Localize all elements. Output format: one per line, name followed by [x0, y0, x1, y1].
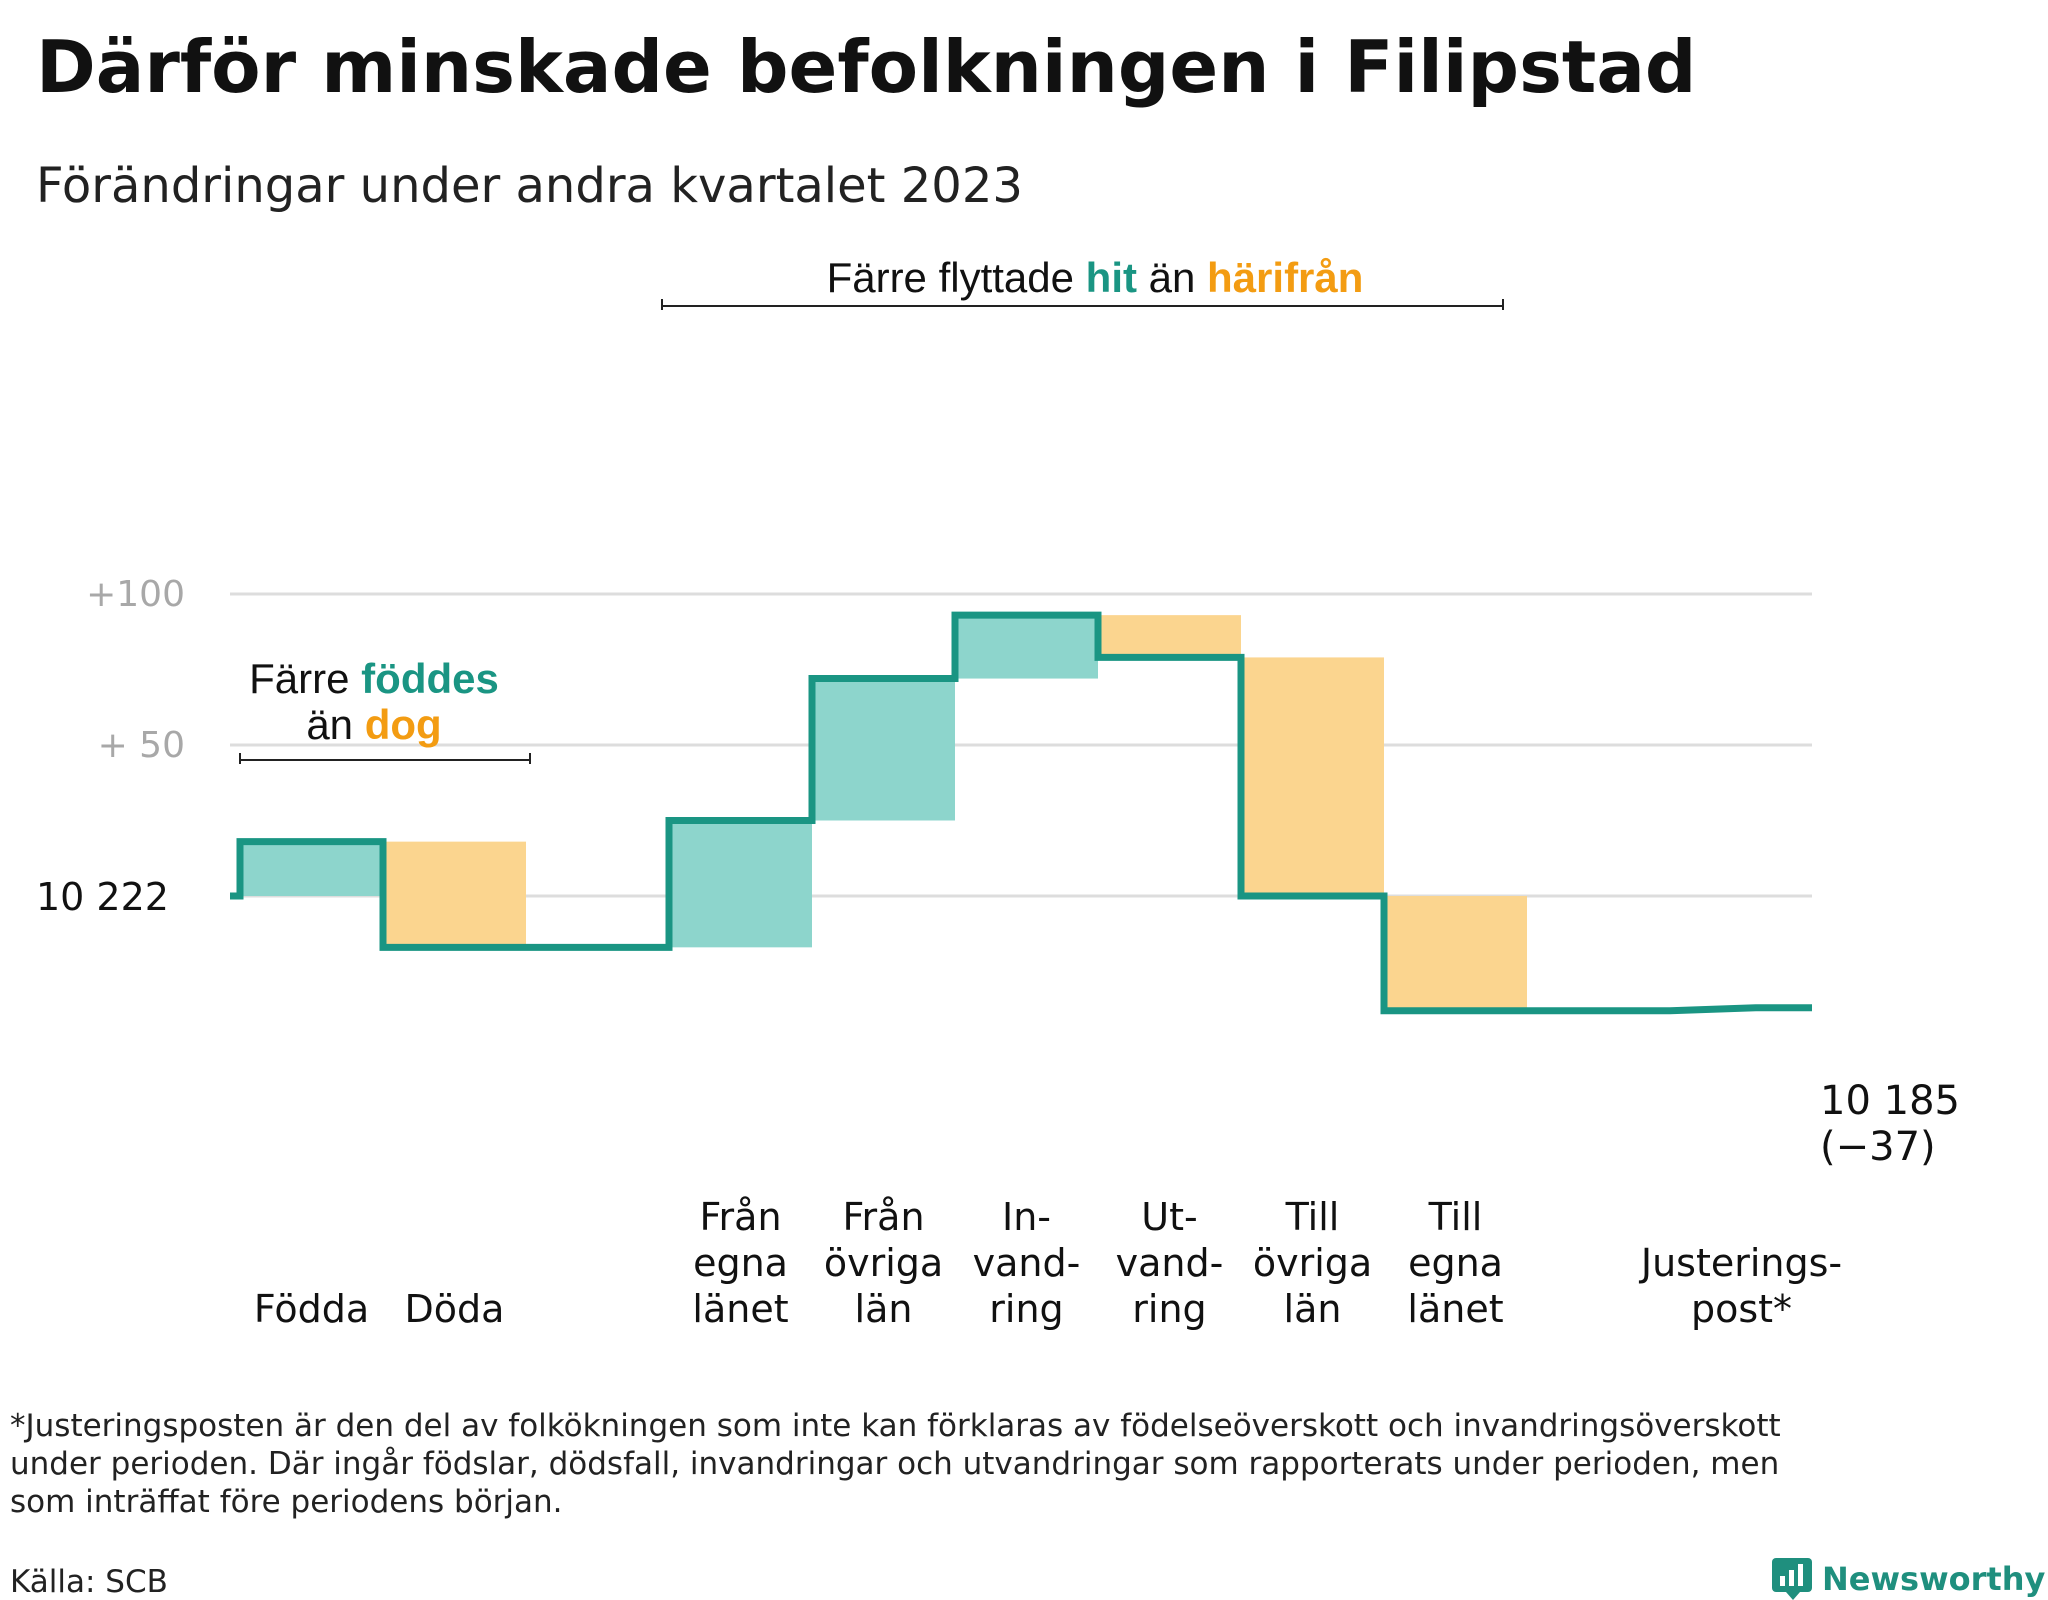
category-label-utvandring: Ut- [1141, 1195, 1197, 1239]
category-label-till-ovriga-lan: län [1284, 1287, 1342, 1331]
footnote: *Justeringsposten är den del av folkökni… [10, 1408, 1781, 1520]
bar-invandring [955, 615, 1098, 679]
bracket-line [239, 753, 531, 764]
step-line [230, 611, 1812, 1015]
y-axis-ticks: +100 + 50 10 222 [36, 574, 185, 919]
y-tick-label: + 50 [98, 725, 185, 766]
category-label-fran-egna-lanet: Från [699, 1195, 781, 1239]
end-change-label: (−37) [1820, 1124, 1936, 1170]
category-label-fran-egna-lanet: egna [693, 1241, 788, 1285]
waterfall-bars [240, 615, 1527, 1011]
category-label-doda: Döda [405, 1287, 505, 1331]
annotation-moves-text: Färre flyttade hit än härifrån [827, 254, 1364, 301]
category-label-utvandring: vand- [1116, 1241, 1224, 1285]
bar-till-ovriga-lan [1241, 657, 1384, 896]
category-label-fodda: Födda [254, 1287, 369, 1331]
category-label-invandring: In- [1002, 1195, 1051, 1239]
chart-title: Därför minskade befolkningen i Filipstad [36, 25, 1696, 109]
category-label-till-ovriga-lan: övriga [1253, 1241, 1372, 1285]
category-label-invandring: vand- [973, 1241, 1081, 1285]
source-label: Källa: SCB [10, 1564, 168, 1600]
y-tick-label: +100 [86, 574, 185, 615]
category-label-fran-ovriga-lan: övriga [824, 1241, 943, 1285]
bar-fodda [240, 841, 383, 896]
annotation-moves-bracket [661, 299, 1504, 310]
bar-fran-ovriga-lan [812, 678, 955, 821]
annotation-births-line2: än dog [306, 701, 441, 748]
footnote-line: under perioden. Där ingår födslar, dödsf… [10, 1446, 1779, 1482]
footnote-line: som inträffat före periodens början. [10, 1484, 563, 1520]
category-label-till-ovriga-lan: Till [1285, 1195, 1340, 1239]
baseline-label: 10 222 [36, 875, 169, 919]
bar-utvandring [1098, 615, 1241, 658]
category-label-utvandring: ring [1132, 1287, 1206, 1331]
annotation-births: Färre föddes än dog [239, 655, 531, 764]
annotation-births-line1: Färre föddes [249, 655, 499, 702]
category-label-invandring: ring [989, 1287, 1063, 1331]
cumulative-step-line [230, 611, 1812, 1015]
annotation-moves: Färre flyttade hit än härifrån [661, 254, 1504, 310]
category-label-till-egna-lanet: länet [1407, 1287, 1503, 1331]
category-label-fran-ovriga-lan: län [855, 1287, 913, 1331]
bar-fran-egna-lanet [669, 820, 812, 948]
category-label-justeringspost: post* [1691, 1287, 1792, 1331]
category-labels: Födda DödaFrånegnalänetFrånövrigalänIn-va… [254, 1195, 1842, 1331]
category-label-fran-egna-lanet: länet [692, 1287, 788, 1331]
brand-logo: Newsworthy [1772, 1558, 2046, 1600]
annotation-births-bracket [239, 753, 531, 764]
end-value-label: 10 185 [1820, 1078, 1960, 1124]
category-label-till-egna-lanet: egna [1408, 1241, 1503, 1285]
category-label-justeringspost: Justerings- [1639, 1241, 1842, 1285]
footnote-line: *Justeringsposten är den del av folkökni… [10, 1408, 1781, 1444]
bar-till-egna-lanet [1384, 896, 1527, 1011]
category-label-till-egna-lanet: Till [1428, 1195, 1483, 1239]
brand-name: Newsworthy [1822, 1560, 2046, 1598]
bracket-line [661, 299, 1504, 310]
chart-subtitle: Förändringar under andra kvartalet 2023 [36, 158, 1023, 214]
category-label-fran-ovriga-lan: Från [842, 1195, 924, 1239]
bar-chart-speech-icon [1772, 1558, 1812, 1600]
bar-doda [383, 841, 526, 948]
